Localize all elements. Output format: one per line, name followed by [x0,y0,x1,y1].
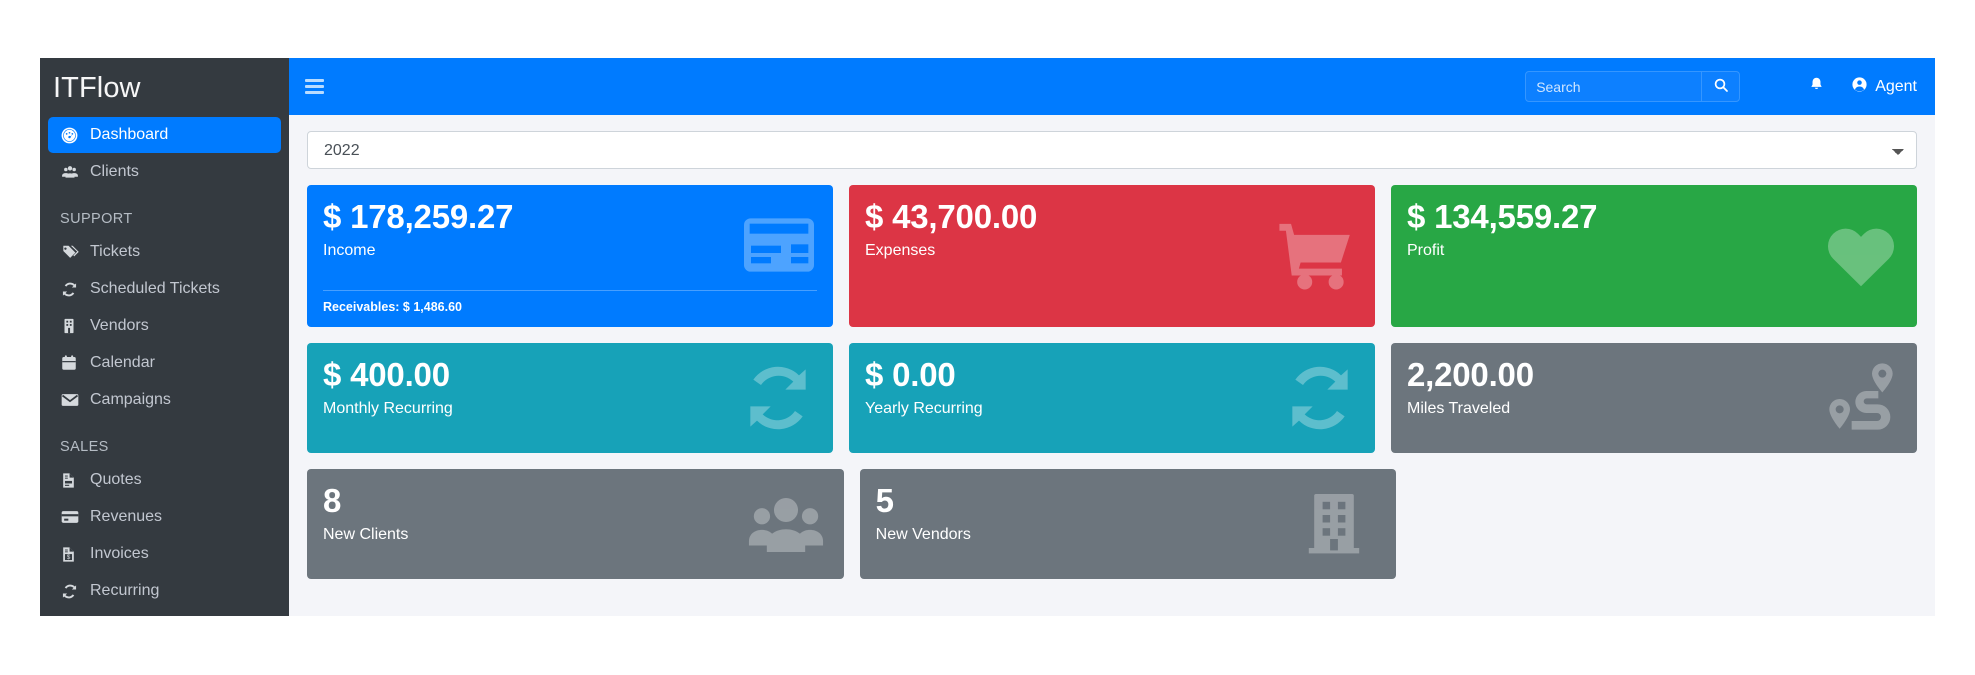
tag-icon [60,242,90,262]
top-navbar: Agent [289,58,1935,115]
heart-icon [1819,217,1903,295]
credit-card-icon [60,507,90,527]
hamburger-icon[interactable] [303,74,329,100]
card-value: $ 43,700.00 [865,198,1038,235]
card-label: Miles Traveled [1407,399,1511,417]
card-new-vendors[interactable]: 5 New Vendors [859,469,1397,579]
sidebar-item-label: Clients [90,163,139,180]
card-new-clients[interactable]: 8 New Clients [307,469,844,579]
sidebar-item-clients[interactable]: Clients [48,154,281,190]
sidebar-nav: Dashboard Clients SUPPORT [40,117,289,609]
sidebar-item-label: Revenues [90,508,163,525]
calendar-icon [60,354,90,372]
sidebar-item-vendors[interactable]: Vendors [48,308,281,344]
card-yearly-recurring[interactable]: $ 0.00 Yearly Recurring [849,343,1375,453]
card-value: 5 [875,482,894,519]
card-label: Income [323,241,376,259]
sync-icon [737,358,819,438]
sidebar-item-label: Dashboard [90,126,169,143]
sidebar-item-dashboard[interactable]: Dashboard [48,117,281,153]
hamburger-bar [305,85,324,88]
sidebar-item-invoices[interactable]: $ Invoices [48,536,281,572]
building-icon [1298,484,1370,564]
card-value: $ 0.00 [865,356,956,393]
hamburger-bar [305,79,324,82]
card-divider [323,290,817,291]
route-icon [1819,358,1903,438]
cards-row-3-spacer [1412,469,1917,579]
sidebar-item-label: Quotes [90,471,142,488]
sidebar-item-label: Calendar [90,354,155,371]
sidebar-item-campaigns[interactable]: Campaigns [48,382,281,418]
sidebar-item-label: Campaigns [90,391,171,408]
card-label: New Clients [323,525,409,543]
card-profit[interactable]: $ 134,559.27 Profit [1391,185,1917,327]
cards-row-1: $ 178,259.27 Income Receivables: $ 1,486… [307,185,1917,327]
card-label: Expenses [865,241,936,259]
bell-icon [1808,76,1825,98]
search-box [1525,71,1741,102]
sidebar-item-label: Scheduled Tickets [90,280,220,297]
card-expenses[interactable]: $ 43,700.00 Expenses [849,185,1375,327]
card-value: $ 400.00 [323,356,450,393]
user-menu-button[interactable]: Agent [1851,76,1917,98]
cards-row-2: $ 400.00 Monthly Recurring $ 0.00 Yearly… [307,343,1917,453]
file-invoice-icon [60,472,90,489]
cards-row-3: 8 New Clients 5 [307,469,1917,579]
users-group-icon [742,485,830,563]
user-menu-label: Agent [1875,77,1917,95]
sidebar-item-label: Tickets [90,243,141,260]
search-icon [1713,77,1729,96]
app-window: ITFlow Dashboard [40,58,1935,616]
file-dollar-icon: $ [60,546,90,563]
year-filter-select[interactable]: 2022 [307,131,1917,169]
dashboard-content: 2022 $ 178,259.27 Income Receivables: $ … [289,115,1935,616]
card-label: Profit [1407,241,1445,259]
card-monthly-recurring[interactable]: $ 400.00 Monthly Recurring [307,343,833,453]
card-value: 2,200.00 [1407,356,1534,393]
sidebar-item-label: Invoices [90,545,149,562]
search-input[interactable] [1526,72,1702,101]
card-income[interactable]: $ 178,259.27 Income Receivables: $ 1,486… [307,185,833,327]
sidebar-item-revenues[interactable]: Revenues [48,499,281,535]
sync-icon [60,280,90,299]
card-label: New Vendors [875,525,971,543]
sidebar-item-calendar[interactable]: Calendar [48,345,281,381]
sidebar-item-tickets[interactable]: Tickets [48,234,281,270]
shopping-cart-icon [1273,215,1361,297]
search-button[interactable] [1701,72,1739,101]
sync-icon [60,582,90,601]
card-footer-receivables: Receivables: $ 1,486.60 [323,300,462,314]
hamburger-bar [305,91,324,94]
sidebar-item-recurring[interactable]: Recurring [48,573,281,609]
notifications-button[interactable] [1808,76,1825,98]
credit-card-icon [739,205,819,285]
sidebar-section-support: SUPPORT [60,211,133,227]
sidebar-item-label: Recurring [90,582,160,599]
user-circle-icon [1851,76,1868,98]
main-area: Agent 2022 $ 178,259.27 Income Receivabl… [289,58,1935,616]
dashboard-icon [60,126,90,145]
sidebar-item-label: Vendors [90,317,149,334]
card-label: Monthly Recurring [323,399,453,417]
brand-logo[interactable]: ITFlow [40,60,289,117]
sync-icon [1279,358,1361,438]
sidebar-section-sales: SALES [60,439,109,455]
envelope-icon [60,390,90,410]
sidebar: ITFlow Dashboard [40,58,289,616]
card-value: 8 [323,482,342,519]
users-icon [60,162,90,182]
brand-title: ITFlow [53,72,141,104]
sidebar-item-scheduled-tickets[interactable]: Scheduled Tickets [48,271,281,307]
svg-text:$: $ [67,554,71,561]
building-icon [60,317,90,335]
card-value: $ 178,259.27 [323,198,514,235]
card-miles-traveled[interactable]: 2,200.00 Miles Traveled [1391,343,1917,453]
sidebar-item-quotes[interactable]: Quotes [48,462,281,498]
card-label: Yearly Recurring [865,399,983,417]
card-value: $ 134,559.27 [1407,198,1598,235]
